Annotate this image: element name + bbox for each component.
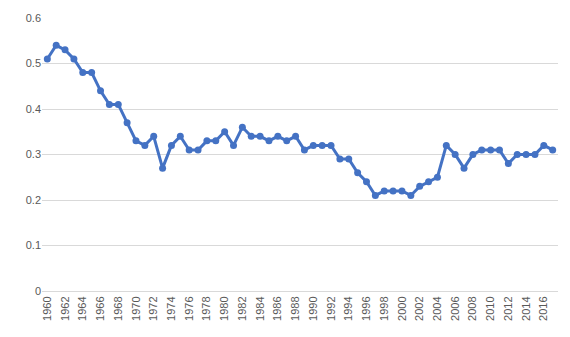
svg-text:2008: 2008 (466, 296, 478, 320)
svg-text:2004: 2004 (431, 296, 443, 320)
svg-text:1988: 1988 (289, 296, 301, 320)
svg-text:0.6: 0.6 (26, 12, 41, 24)
svg-text:1966: 1966 (94, 296, 106, 320)
svg-text:1984: 1984 (254, 296, 266, 320)
svg-text:2002: 2002 (413, 296, 425, 320)
svg-text:0.1: 0.1 (26, 239, 41, 251)
svg-text:0: 0 (35, 285, 41, 297)
svg-text:1992: 1992 (325, 296, 337, 320)
svg-text:1994: 1994 (342, 296, 354, 320)
svg-text:2014: 2014 (520, 296, 532, 320)
svg-text:1962: 1962 (59, 296, 71, 320)
svg-text:1976: 1976 (183, 296, 195, 320)
svg-text:2012: 2012 (502, 296, 514, 320)
svg-text:2000: 2000 (396, 296, 408, 320)
svg-text:2016: 2016 (537, 296, 549, 320)
svg-text:0.2: 0.2 (26, 194, 41, 206)
svg-text:0.4: 0.4 (26, 103, 41, 115)
svg-text:1968: 1968 (112, 296, 124, 320)
svg-text:1990: 1990 (307, 296, 319, 320)
svg-text:1974: 1974 (165, 296, 177, 320)
svg-text:0.5: 0.5 (26, 57, 41, 69)
svg-text:1980: 1980 (218, 296, 230, 320)
svg-text:1964: 1964 (76, 296, 88, 320)
svg-text:1972: 1972 (147, 296, 159, 320)
svg-text:2010: 2010 (484, 296, 496, 320)
svg-text:2006: 2006 (449, 296, 461, 320)
svg-text:1998: 1998 (378, 296, 390, 320)
svg-text:0.3: 0.3 (26, 148, 41, 160)
svg-text:1996: 1996 (360, 296, 372, 320)
svg-text:1986: 1986 (271, 296, 283, 320)
svg-text:1960: 1960 (41, 296, 53, 320)
svg-text:1982: 1982 (236, 296, 248, 320)
svg-text:1970: 1970 (130, 296, 142, 320)
svg-text:1978: 1978 (200, 296, 212, 320)
